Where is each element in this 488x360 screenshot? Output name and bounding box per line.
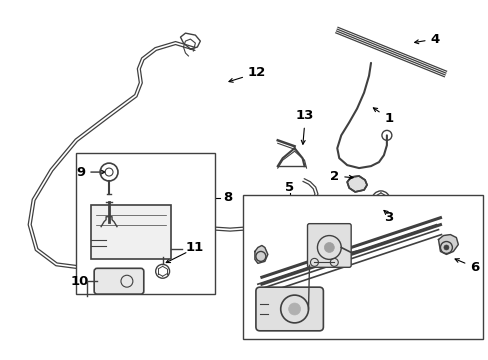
Text: 9: 9: [76, 166, 105, 179]
Text: 4: 4: [414, 33, 439, 46]
Text: 13: 13: [295, 109, 313, 122]
Text: 1: 1: [372, 108, 393, 125]
Text: 3: 3: [384, 211, 393, 224]
Text: 8: 8: [223, 192, 232, 204]
Polygon shape: [438, 235, 457, 255]
Circle shape: [324, 243, 334, 252]
Bar: [91, 205, 170, 260]
Polygon shape: [346, 176, 366, 192]
FancyBboxPatch shape: [255, 287, 323, 331]
FancyBboxPatch shape: [307, 224, 350, 267]
Bar: [243, 195, 482, 339]
Circle shape: [288, 303, 300, 315]
Circle shape: [377, 196, 384, 203]
Text: 11: 11: [185, 241, 203, 254]
Bar: [76, 153, 215, 294]
Polygon shape: [254, 246, 267, 264]
Text: 7: 7: [289, 308, 318, 325]
Text: 5: 5: [285, 181, 294, 194]
Text: 12: 12: [228, 66, 265, 82]
Text: 2: 2: [329, 170, 352, 183]
Circle shape: [443, 245, 448, 250]
FancyBboxPatch shape: [94, 268, 143, 294]
Text: 6: 6: [454, 259, 479, 274]
Text: 10: 10: [71, 275, 115, 288]
